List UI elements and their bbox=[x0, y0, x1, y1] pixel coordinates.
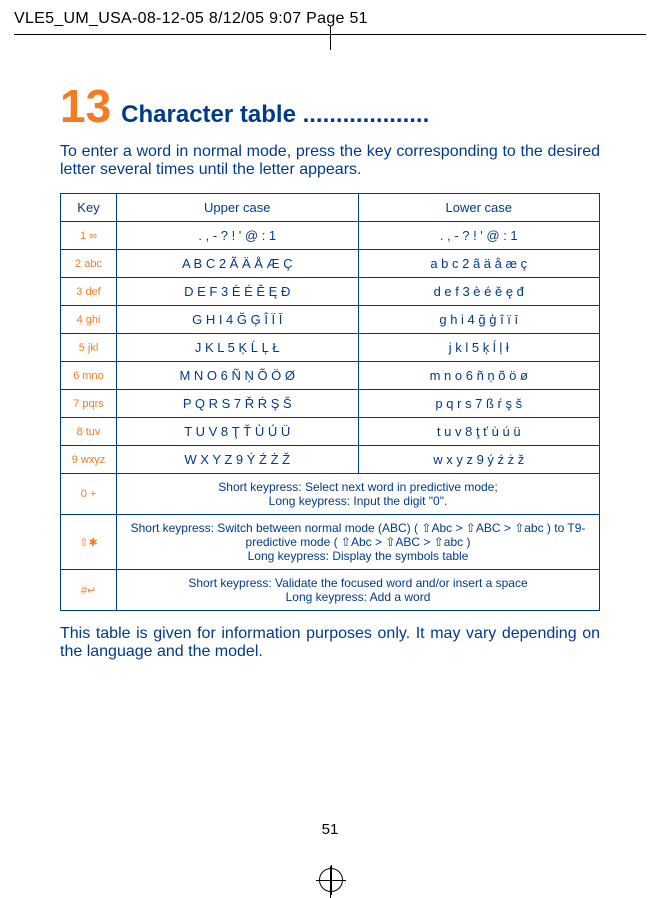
key-cell: 5 jkl bbox=[61, 334, 117, 362]
key-cell: 3 def bbox=[61, 278, 117, 306]
chapter-number: 13 bbox=[60, 83, 111, 129]
table-header-row: Key Upper case Lower case bbox=[61, 194, 600, 222]
intro-text: To enter a word in normal mode, press th… bbox=[60, 143, 600, 179]
registration-mark bbox=[319, 868, 343, 892]
key-cell: 2 abc bbox=[61, 250, 117, 278]
page-number: 51 bbox=[0, 821, 660, 838]
page-content: 13 Character table ................... T… bbox=[0, 35, 660, 661]
key-cell: 7 pqrs bbox=[61, 390, 117, 418]
key-cell: 9 wxyz bbox=[61, 446, 117, 474]
crop-mark-top bbox=[330, 26, 331, 50]
key-cell: 1 ∞ bbox=[61, 222, 117, 250]
func-row: 0 +Short keypress: Select next word in p… bbox=[61, 474, 600, 515]
character-table: Key Upper case Lower case 1 ∞. , - ? ! '… bbox=[60, 193, 600, 611]
func-row: #↵Short keypress: Validate the focused w… bbox=[61, 570, 600, 611]
upper-cell: J K L 5 Ķ Ĺ Ļ Ł bbox=[117, 334, 359, 362]
func-row: ⇧✱Short keypress: Switch between normal … bbox=[61, 515, 600, 570]
lower-cell: t u v 8 ţ ť ù ú ü bbox=[358, 418, 600, 446]
lower-cell: . , - ? ! ' @ : 1 bbox=[358, 222, 600, 250]
col-key: Key bbox=[61, 194, 117, 222]
lower-cell: d e f 3 è é ě ę đ bbox=[358, 278, 600, 306]
lower-cell: p q r s 7 ß ŕ ş š bbox=[358, 390, 600, 418]
key-cell: 6 mno bbox=[61, 362, 117, 390]
key-cell: ⇧✱ bbox=[61, 515, 117, 570]
table-row: 7 pqrsP Q R S 7 Ř Ŕ Ş Šp q r s 7 ß ŕ ş š bbox=[61, 390, 600, 418]
table-row: 4 ghiG H I 4 Ğ Ģ Î Ï Īg h i 4 ğ ģ î ï ī bbox=[61, 306, 600, 334]
key-cell: 8 tuv bbox=[61, 418, 117, 446]
key-cell: 0 + bbox=[61, 474, 117, 515]
lower-cell: j k l 5 ķ ĺ ļ ł bbox=[358, 334, 600, 362]
key-cell: #↵ bbox=[61, 570, 117, 611]
table-row: 8 tuvT U V 8 Ţ Ť Ù Ú Üt u v 8 ţ ť ù ú ü bbox=[61, 418, 600, 446]
lower-cell: m n o 6 ñ ņ õ ö ø bbox=[358, 362, 600, 390]
table-row: 3 defD E F 3 È É Ě Ę Đd e f 3 è é ě ę đ bbox=[61, 278, 600, 306]
func-desc: Short keypress: Select next word in pred… bbox=[117, 474, 600, 515]
upper-cell: W X Y Z 9 Ý Ź Ż Ž bbox=[117, 446, 359, 474]
upper-cell: P Q R S 7 Ř Ŕ Ş Š bbox=[117, 390, 359, 418]
key-cell: 4 ghi bbox=[61, 306, 117, 334]
lower-cell: w x y z 9 ý ź ż ž bbox=[358, 446, 600, 474]
footnote: This table is given for information purp… bbox=[60, 625, 600, 661]
table-row: 5 jklJ K L 5 Ķ Ĺ Ļ Łj k l 5 ķ ĺ ļ ł bbox=[61, 334, 600, 362]
col-upper: Upper case bbox=[117, 194, 359, 222]
upper-cell: T U V 8 Ţ Ť Ù Ú Ü bbox=[117, 418, 359, 446]
table-row: 9 wxyzW X Y Z 9 Ý Ź Ż Žw x y z 9 ý ź ż ž bbox=[61, 446, 600, 474]
table-row: 2 abcA B C 2 Ã Ä Å Æ Ça b c 2 ã ä å æ ç bbox=[61, 250, 600, 278]
upper-cell: A B C 2 Ã Ä Å Æ Ç bbox=[117, 250, 359, 278]
lower-cell: g h i 4 ğ ģ î ï ī bbox=[358, 306, 600, 334]
upper-cell: M N O 6 Ñ Ņ Õ Ö Ø bbox=[117, 362, 359, 390]
lower-cell: a b c 2 ã ä å æ ç bbox=[358, 250, 600, 278]
upper-cell: . , - ? ! ' @ : 1 bbox=[117, 222, 359, 250]
table-row: 1 ∞. , - ? ! ' @ : 1. , - ? ! ' @ : 1 bbox=[61, 222, 600, 250]
func-desc: Short keypress: Switch between normal mo… bbox=[117, 515, 600, 570]
upper-cell: D E F 3 È É Ě Ę Đ bbox=[117, 278, 359, 306]
table-row: 6 mnoM N O 6 Ñ Ņ Õ Ö Øm n o 6 ñ ņ õ ö ø bbox=[61, 362, 600, 390]
col-lower: Lower case bbox=[358, 194, 600, 222]
func-desc: Short keypress: Validate the focused wor… bbox=[117, 570, 600, 611]
upper-cell: G H I 4 Ğ Ģ Î Ï Ī bbox=[117, 306, 359, 334]
chapter-title: Character table ................... bbox=[121, 101, 429, 129]
chapter-heading: 13 Character table ................... bbox=[60, 83, 600, 129]
